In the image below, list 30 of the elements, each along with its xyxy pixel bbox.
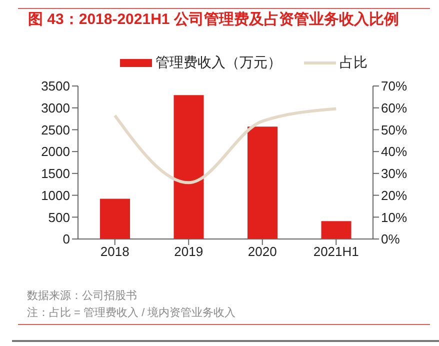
y2-tick-label: 20% — [381, 188, 408, 203]
x-tick-label: 2018 — [100, 244, 130, 260]
y-tick-label: 1000 — [41, 188, 70, 203]
y2-tick-label: 50% — [381, 122, 408, 138]
bar — [174, 95, 204, 239]
y2-tick-label: 30% — [381, 166, 408, 182]
y-tick-label: 2500 — [41, 122, 70, 138]
x-tick-label: 2019 — [174, 244, 204, 260]
x-tick-label: 2021H1 — [313, 244, 359, 260]
y-tick-label: 2000 — [41, 144, 70, 160]
y2-tick-label: 40% — [381, 144, 408, 160]
legend-label: 占比 — [338, 54, 368, 72]
bar — [248, 126, 278, 239]
y-tick-label: 3500 — [41, 78, 70, 94]
x-tick-label: 2020 — [248, 244, 277, 260]
y2-tick-label: 60% — [381, 100, 408, 116]
y-tick-label: 3000 — [41, 100, 70, 116]
legend-label: 管理费收入（万元） — [154, 54, 282, 72]
bar — [321, 221, 352, 239]
bar — [100, 198, 130, 239]
y2-tick-label: 10% — [381, 210, 408, 225]
line-series — [113, 107, 338, 184]
chart-title: 图 43：2018-2021H1 公司管理费及占资管业务收入比例 — [28, 10, 399, 29]
text: 注：占比 = 管理费收入 / 境内资管业务收入 — [27, 306, 236, 321]
y2-tick-label: 0% — [381, 232, 400, 247]
y-tick-label: 1500 — [41, 166, 70, 182]
y-tick-label: 0 — [62, 232, 70, 247]
source-note: 数据来源：公司招股书 — [27, 289, 138, 304]
y2-tick-label: 70% — [381, 78, 408, 94]
y-tick-label: 500 — [48, 210, 70, 225]
